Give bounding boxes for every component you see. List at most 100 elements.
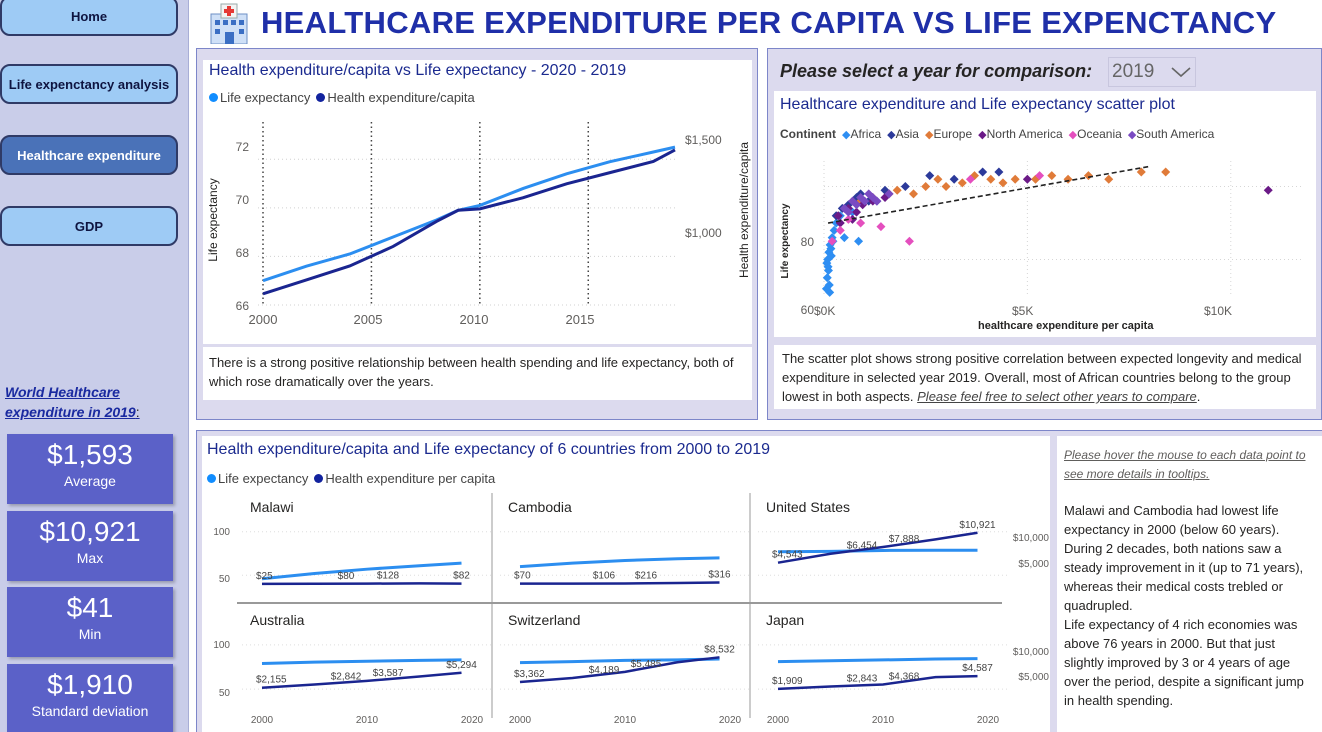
world-title-colon: : [135,404,140,420]
small-multiples-svg: Malawi $25 $80 $128 $82 Cambodia $70 $106 $216 $3… [213,493,1050,726]
legend-item-south-america[interactable]: ◆ South America [1128,127,1215,141]
legend-item-expenditure[interactable]: Health expenditure/capita [316,90,475,105]
scatter-point-south-america [839,203,849,213]
line-note-text: There is a strong positive relationship … [209,355,734,389]
scatter-trendline [827,165,1150,224]
nav-gdp-label: GDP [74,218,104,234]
nav-gdp-button[interactable]: GDP [0,206,178,246]
sm-data-label: $6,454 [847,541,878,552]
sm-data-label: $10,921 [959,520,996,531]
kpi-std-label: Standard deviation [31,703,149,719]
kpi-min-label: Min [78,626,102,642]
scatter-ytick-60: 60 [801,303,815,317]
sm-legend-label-life: Life expectancy [218,471,309,486]
sm-spend-line [261,671,462,689]
page-title: HEALTHCARE EXPENDITURE PER CAPITA VS LIF… [261,5,1277,40]
scatter-card[interactable]: Healthcare expenditure and Life expectan… [774,91,1316,337]
side-note-paragraph-2: Life expectancy of 4 rich economies was … [1064,617,1304,708]
line-xtick-2000: 2000 [249,312,278,327]
scatter-point-africa [826,251,836,261]
sm-data-label: $4,587 [962,663,993,674]
sm-ytick-right: $10,000 [1013,533,1050,544]
nav-life-expectancy-button[interactable]: Life expenctancy analysis [0,64,178,104]
scatter-point-africa [825,287,835,297]
scatter-point-europe [957,178,967,188]
legend-item-europe[interactable]: ◆ Europe [925,127,972,141]
legend-dot-expenditure [316,93,326,102]
sm-data-label: $4,543 [772,550,803,561]
sm-life-line [777,548,978,554]
nav-health-label: Healthcare expenditure [17,147,161,163]
line-xtick-2010: 2010 [460,312,489,327]
sm-spend-line [519,656,720,684]
scatter-point-europe [941,182,951,192]
sm-country-name: United States [766,499,850,515]
scatter-point-south-america [852,200,862,210]
nav-life-label: Life expenctancy analysis [8,76,170,92]
line-ylabel-right: Health expenditure/capita [737,142,751,278]
line-chart-card[interactable]: Health expenditure/capita vs Life expect… [203,60,752,344]
legend-item-africa[interactable]: ◆ Africa [842,127,881,141]
sm-data-label: $4,189 [589,665,620,676]
sm-life-line [261,561,462,581]
sm-legend-item-life[interactable]: Life expectancy [207,471,308,486]
sm-ytick-right: $10,000 [1013,647,1050,658]
scatter-point-oceania [835,225,845,235]
diamond-icon: ◆ [978,128,987,141]
line-chart-panel: Health expenditure/capita vs Life expect… [196,48,758,420]
diamond-icon: ◆ [924,128,934,141]
line-note-card: There is a strong positive relationship … [203,347,752,400]
side-note-card: Please hover the mouse to each data poin… [1057,436,1322,732]
kpi-max-value: $10,921 [39,516,141,547]
scatter-point-north-america [833,211,843,221]
year-select-label: Please select a year for comparison: [780,61,1093,81]
sm-country-name: Cambodia [508,499,572,515]
scatter-xtick-5k: $5K [1012,304,1034,318]
scatter-point-oceania [1035,171,1045,181]
nav-healthcare-expenditure-button[interactable]: Healthcare expenditure [0,135,178,175]
scatter-note-card: The scatter plot shows strong positive c… [774,345,1316,409]
legend-item-life[interactable]: Life expectancy [209,90,310,105]
sm-data-label: $2,842 [331,671,362,682]
sm-country-name: Japan [766,612,804,628]
scatter-point-north-america [1022,174,1032,184]
chevron-down-icon [1171,67,1191,78]
line-xtick-2015: 2015 [566,312,595,327]
sm-data-label: $80 [338,571,355,582]
scatter-point-asia [925,171,935,181]
legend-item-asia[interactable]: ◆ Asia [887,127,919,141]
year-select-dropdown[interactable]: 2019 [1108,57,1196,87]
small-multiples-panel: Health expenditure/capita and Life expec… [196,430,1322,732]
scatter-note-link: Please feel free to select other years t… [917,389,1197,404]
scatter-point-europe [1010,174,1020,184]
sm-data-label: $8,532 [704,644,735,655]
sm-ytick-right: $5,000 [1018,559,1049,570]
sm-data-label: $1,909 [772,676,803,687]
legend-item-oceania[interactable]: ◆ Oceania [1069,127,1122,141]
sm-life-line [777,657,978,664]
sm-legend-item-spend[interactable]: Health expenditure per capita [314,471,495,486]
scatter-point-south-america [860,196,870,206]
scatter-point-north-america [852,207,862,217]
legend-na-label: North America [986,127,1063,141]
small-multiples-card[interactable]: Health expenditure/capita and Life expec… [202,436,1050,732]
nav-home-label: Home [70,8,108,24]
sm-data-label: $316 [708,570,731,581]
year-select-value: 2019 [1112,61,1155,82]
sm-life-line [261,658,462,665]
diamond-icon: ◆ [842,128,851,141]
legend-europe-label: Europe [933,127,973,141]
sm-xtick: 2010 [872,715,895,726]
scatter-point-europe [1047,171,1057,181]
scatter-point-oceania [876,222,886,232]
nav-home-button[interactable]: Home [0,0,178,36]
kpi-average-value: $1,593 [47,439,133,470]
sm-country-name: Switzerland [508,612,580,628]
sm-data-label: $5,485 [631,659,662,670]
sm-xtick: 2000 [509,715,532,726]
line-ytick-68: 68 [236,246,250,260]
scatter-point-africa [826,244,836,254]
legend-item-north-america[interactable]: ◆ North America [978,127,1063,141]
scatter-point-south-america [843,207,853,217]
line-ytick-1000: $1,000 [685,226,722,240]
